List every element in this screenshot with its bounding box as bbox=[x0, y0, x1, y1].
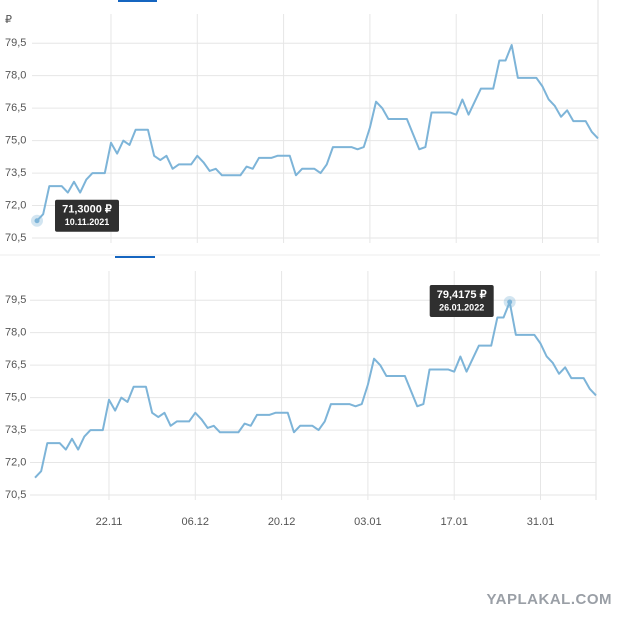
y-tick-label: 75,0 bbox=[5, 135, 26, 147]
x-tick-label: 03.01 bbox=[354, 516, 382, 528]
y-tick-label: 78,0 bbox=[5, 327, 26, 339]
y-tick-label: 72,0 bbox=[5, 199, 26, 211]
y-tick-label: 79,5 bbox=[5, 294, 26, 306]
x-tick-label: 20.12 bbox=[268, 516, 296, 528]
x-tick-label: 31.01 bbox=[527, 516, 555, 528]
y-tick-label: 70,5 bbox=[5, 232, 26, 244]
tooltip-value: 71,3000 ₽ bbox=[62, 204, 112, 216]
tooltip-date: 26.01.2022 bbox=[439, 302, 484, 312]
price-line bbox=[36, 44, 599, 222]
watermark: YAPLAKAL.COM bbox=[487, 591, 612, 608]
currency-label: ₽ bbox=[5, 14, 12, 26]
price-line bbox=[34, 301, 597, 479]
x-tick-label: 17.01 bbox=[440, 516, 468, 528]
x-tick-label: 22.11 bbox=[96, 516, 123, 528]
y-tick-label: 76,5 bbox=[5, 359, 26, 371]
y-tick-label: 79,5 bbox=[5, 37, 26, 49]
tab-indicator bbox=[118, 0, 157, 2]
tooltip-box bbox=[55, 199, 119, 232]
y-tick-label: 75,0 bbox=[5, 392, 26, 404]
tooltip-value: 79,4175 ₽ bbox=[437, 289, 487, 301]
tooltip-dot bbox=[507, 299, 513, 305]
tooltip-dot bbox=[34, 218, 40, 224]
tab-indicator bbox=[115, 256, 155, 258]
tooltip-box bbox=[429, 285, 494, 318]
y-tick-label: 78,0 bbox=[5, 70, 26, 82]
y-tick-label: 70,5 bbox=[5, 489, 26, 501]
tooltip-date: 10.11.2021 bbox=[65, 217, 110, 227]
y-tick-label: 72,0 bbox=[5, 456, 26, 468]
y-tick-label: 73,5 bbox=[5, 424, 26, 436]
x-tick-label: 06.12 bbox=[182, 516, 210, 528]
y-tick-label: 76,5 bbox=[5, 102, 26, 114]
y-tick-label: 73,5 bbox=[5, 167, 26, 179]
